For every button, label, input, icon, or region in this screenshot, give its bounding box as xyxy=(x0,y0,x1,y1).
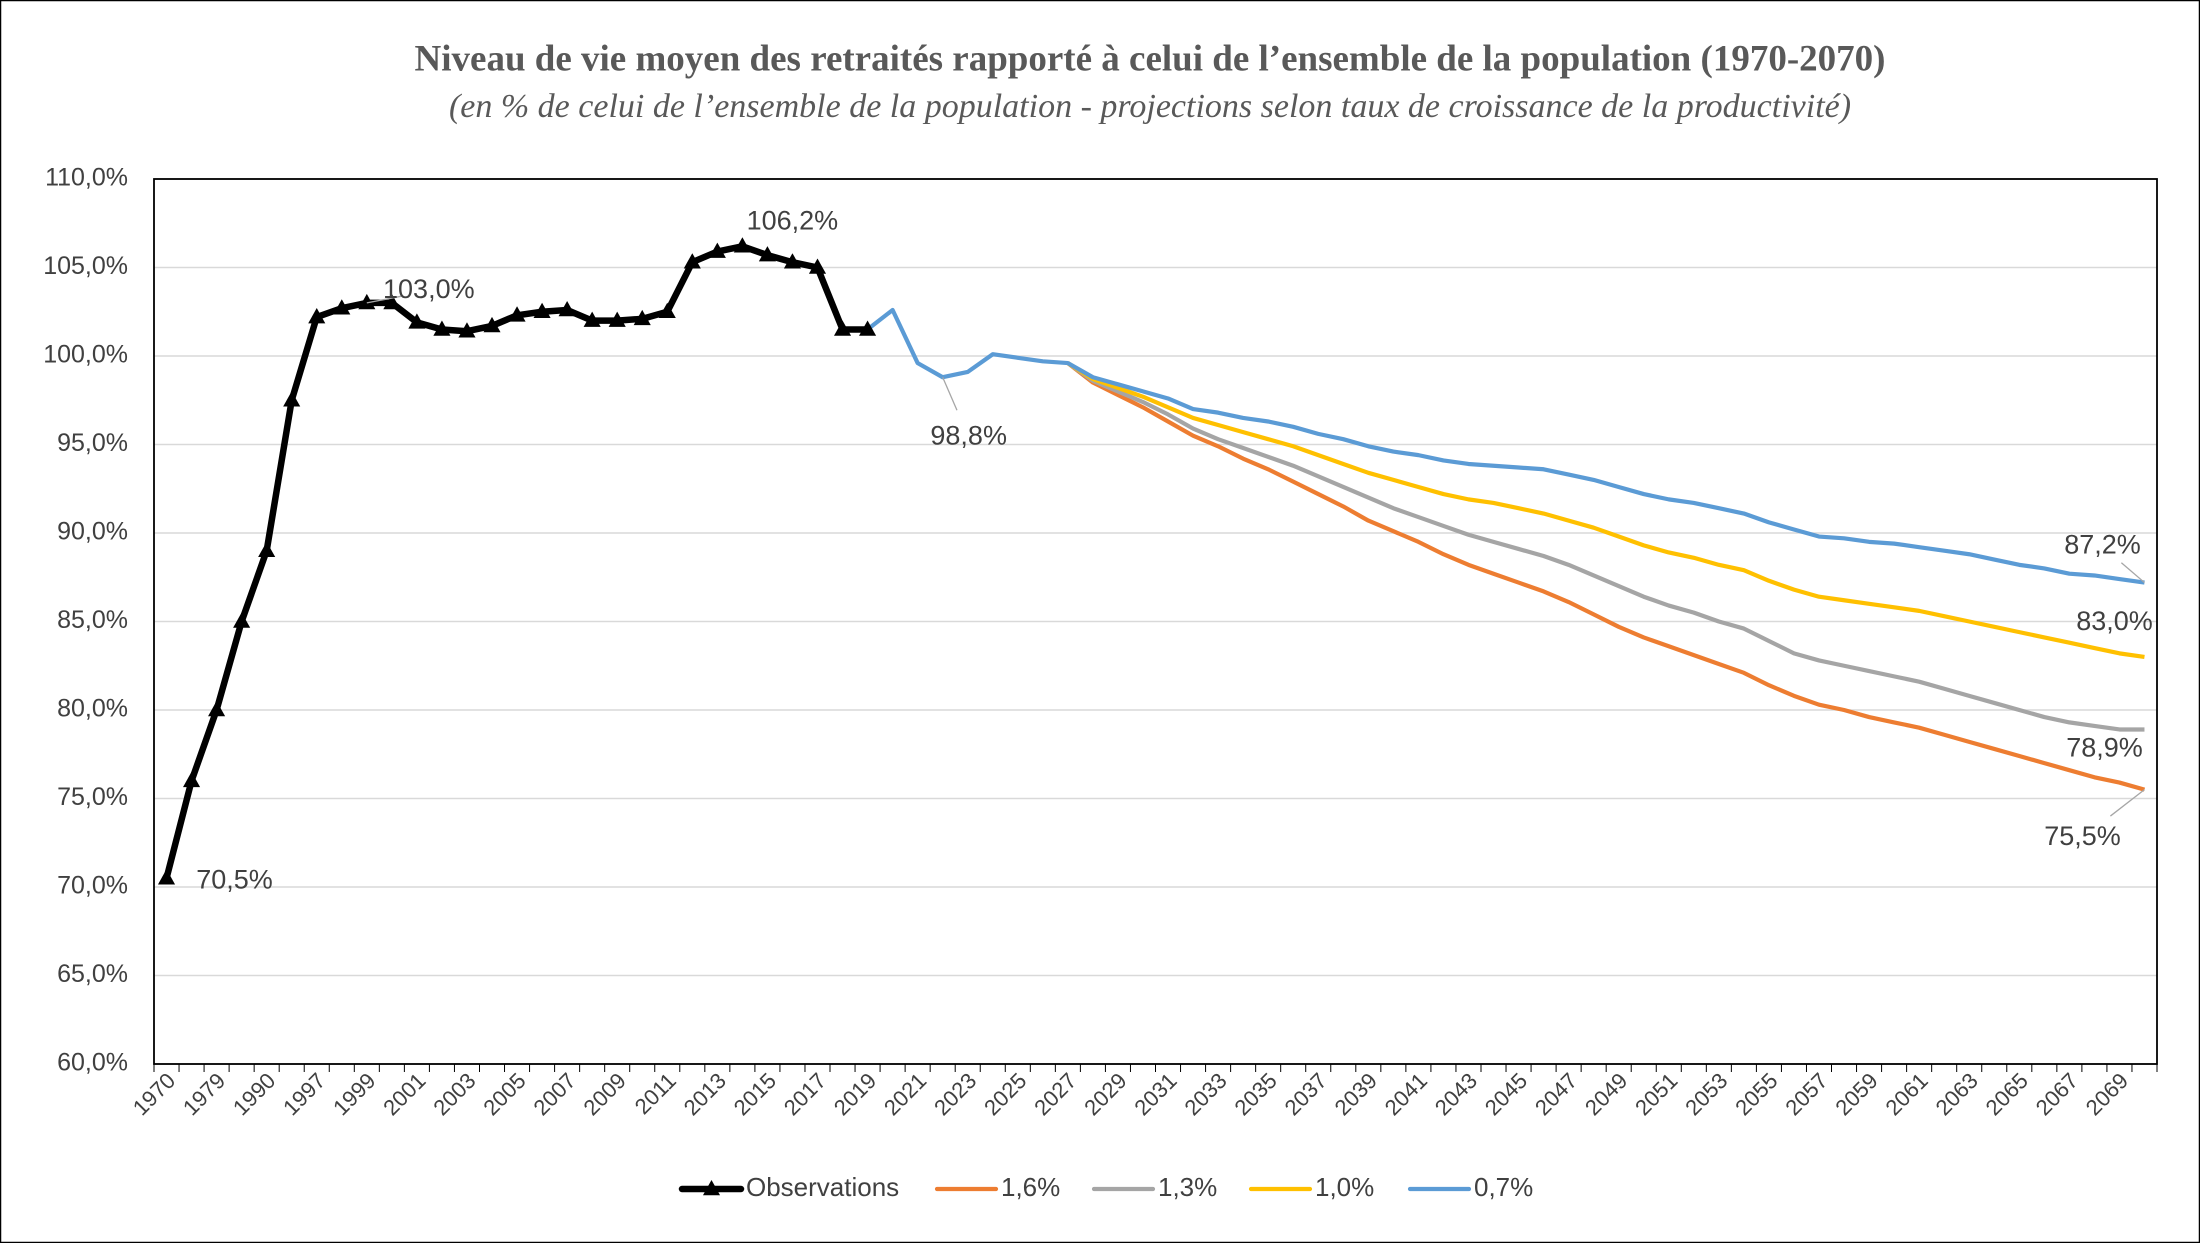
legend-label: 1,6% xyxy=(1001,1172,1060,1202)
point-marker xyxy=(283,391,301,407)
y-tick-label: 110,0% xyxy=(45,164,128,192)
value-label: 75,5% xyxy=(2044,821,2121,851)
point-marker xyxy=(508,306,526,322)
point-marker xyxy=(633,309,651,326)
point-marker xyxy=(533,302,551,319)
y-tick-label: 100,0% xyxy=(43,341,128,369)
legend-label: 0,7% xyxy=(1474,1172,1533,1202)
point-marker xyxy=(783,253,802,269)
point-marker xyxy=(258,541,276,557)
y-tick-label: 65,0% xyxy=(57,960,128,988)
leader-line xyxy=(366,295,402,304)
value-label: 70,5% xyxy=(196,864,273,894)
point-marker xyxy=(333,299,351,315)
chart-subtitle: (en % de celui de l’ensemble de la popul… xyxy=(449,88,1851,125)
point-marker xyxy=(708,242,726,258)
series-line xyxy=(1066,361,2145,732)
y-tick-label: 90,0% xyxy=(57,518,128,546)
y-tick-label: 80,0% xyxy=(57,695,128,723)
point-marker xyxy=(683,253,701,269)
value-label: 83,0% xyxy=(2076,606,2153,636)
y-tick-label: 60,0% xyxy=(57,1049,128,1077)
point-marker xyxy=(733,237,751,253)
point-marker xyxy=(658,302,676,319)
leader-line xyxy=(2120,562,2145,584)
point-marker xyxy=(458,322,476,338)
series-line xyxy=(866,307,2145,585)
value-label: 106,2% xyxy=(747,205,839,235)
y-tick-label: 70,0% xyxy=(57,872,128,900)
value-label: 87,2% xyxy=(2064,530,2141,560)
point-marker xyxy=(408,313,426,329)
series-line xyxy=(1066,361,2146,792)
point-marker xyxy=(483,316,501,333)
legend-label: Observations xyxy=(746,1172,899,1202)
point-marker xyxy=(208,701,226,717)
point-marker xyxy=(808,258,827,274)
series-line xyxy=(1066,361,2145,659)
point-marker xyxy=(183,771,201,788)
point-marker xyxy=(859,320,877,336)
value-label: 103,0% xyxy=(383,274,475,304)
plot xyxy=(157,237,2146,885)
chart-title: Niveau de vie moyen des retraités rappor… xyxy=(415,38,1886,79)
y-tick-label: 85,0% xyxy=(57,606,128,634)
y-tick-label: 95,0% xyxy=(57,429,128,457)
value-label: 98,8% xyxy=(930,420,1007,450)
labels: 70,5% 103,0% 106,2% 75,5% 78,9% 83,0% 98,8% 87,… xyxy=(196,205,2153,894)
point-marker xyxy=(233,612,251,628)
point-marker xyxy=(433,320,451,336)
point-marker xyxy=(157,869,176,885)
y-tick-label: 105,0% xyxy=(43,252,128,280)
point-marker xyxy=(358,293,376,310)
point-marker xyxy=(383,293,401,310)
legend-label: 1,0% xyxy=(1315,1172,1374,1202)
point-marker xyxy=(558,300,576,317)
legend-label: 1,3% xyxy=(1158,1172,1217,1202)
point-marker xyxy=(308,308,326,324)
value-label: 78,9% xyxy=(2066,733,2143,763)
legend: Observations 1,6% 1,3% 1,0% 0,7% xyxy=(678,1172,1533,1202)
point-marker xyxy=(608,311,626,327)
leader-line xyxy=(2109,789,2145,817)
point-marker xyxy=(583,311,601,327)
legend-marker xyxy=(702,1180,721,1196)
point-marker xyxy=(758,246,776,262)
y-tick-label: 75,0% xyxy=(57,783,128,811)
leader-line xyxy=(942,376,958,411)
point-marker xyxy=(833,320,852,336)
